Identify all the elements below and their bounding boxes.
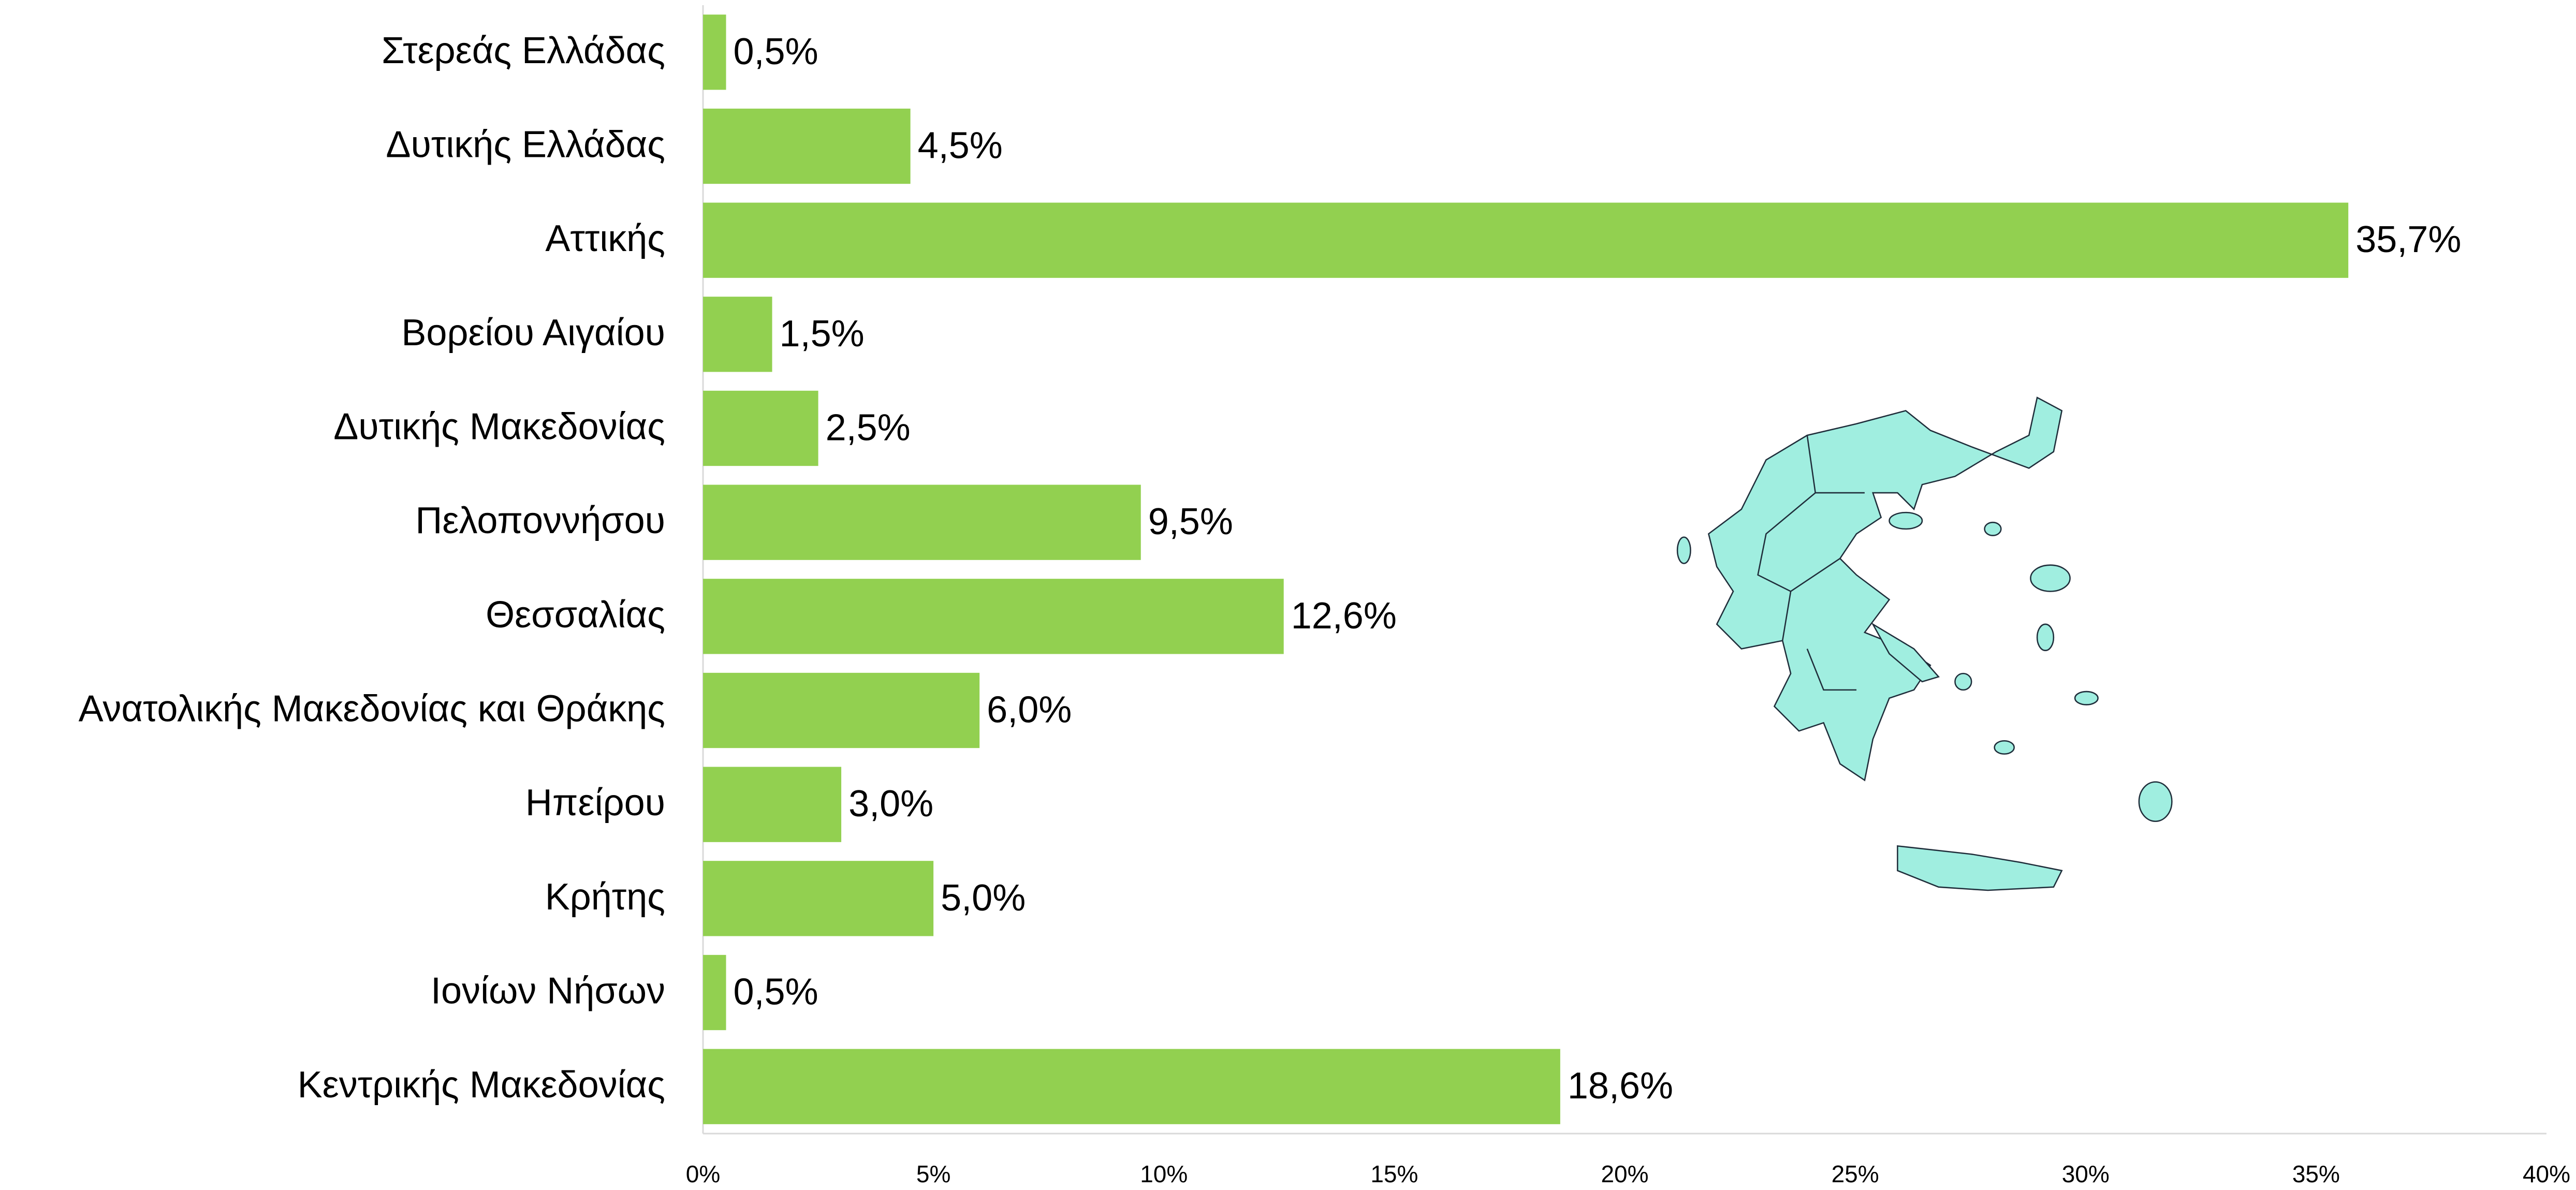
map-island — [1984, 521, 2002, 536]
map-island — [1676, 536, 1691, 564]
y-tick-label: Ιονίων Νήσων — [431, 971, 665, 1012]
data-label: 18,6% — [1568, 1065, 1673, 1107]
y-tick-label: Στερεάς Ελλάδας — [382, 30, 665, 71]
map-mainland — [1708, 396, 2063, 782]
map-region-borders — [1757, 435, 1865, 691]
x-tick-label: 5% — [916, 1160, 950, 1187]
data-label: 12,6% — [1291, 595, 1397, 637]
bar — [703, 767, 842, 842]
data-label: 4,5% — [918, 125, 1003, 167]
map — [1676, 396, 2173, 891]
map-island — [1889, 511, 1923, 530]
y-tick-label: Κρήτης — [545, 876, 665, 918]
x-tick-label: 15% — [1370, 1160, 1418, 1187]
map-euboea — [1871, 622, 1940, 683]
y-tick-label: Πελοποννήσου — [415, 500, 665, 541]
y-tick-label: Δυτικής Ελλάδας — [386, 124, 665, 166]
data-label: 3,0% — [848, 783, 933, 825]
data-label: 9,5% — [1148, 501, 1233, 542]
map-island — [2138, 781, 2173, 822]
data-label: 2,5% — [826, 407, 911, 449]
map-island — [2074, 691, 2099, 706]
data-label: 35,7% — [2355, 219, 2461, 260]
data-label: 6,0% — [987, 689, 1072, 731]
map-island — [2030, 564, 2071, 592]
bar — [703, 108, 911, 184]
bar — [703, 861, 934, 936]
bar — [703, 202, 2349, 278]
x-tick-label: 0% — [686, 1160, 720, 1187]
map-island — [2036, 623, 2055, 651]
bar — [703, 672, 980, 748]
map-island — [1994, 740, 2015, 755]
bar — [703, 390, 818, 466]
y-tick-label: Ανατολικής Μακεδονίας και Θράκης — [79, 688, 665, 730]
bar — [703, 954, 726, 1031]
data-label: 0,5% — [734, 972, 818, 1013]
x-tick-label: 35% — [2292, 1160, 2340, 1187]
data-label: 0,5% — [734, 31, 818, 72]
y-tick-label: Κεντρικής Μακεδονίας — [298, 1064, 665, 1106]
map-crete — [1897, 845, 2063, 891]
data-label: 1,5% — [780, 313, 865, 355]
y-tick-label: Θεσσαλίας — [486, 594, 665, 636]
x-tick-label: 40% — [2523, 1160, 2570, 1187]
bar — [703, 484, 1141, 560]
bar — [703, 297, 772, 372]
map-island — [1954, 672, 1972, 691]
bar — [703, 1049, 1560, 1124]
x-tick-label: 20% — [1601, 1160, 1648, 1187]
bar — [703, 579, 1284, 654]
bar — [703, 14, 726, 90]
y-tick-label: Αττικής — [545, 218, 665, 259]
y-tick-label: Βορείου Αιγαίου — [401, 312, 665, 354]
data-label: 5,0% — [941, 877, 1026, 919]
x-tick-label: 10% — [1140, 1160, 1188, 1187]
x-tick-label: 30% — [2062, 1160, 2110, 1187]
y-tick-label: Ηπείρου — [525, 782, 665, 824]
x-tick-label: 25% — [1832, 1160, 1879, 1187]
y-tick-label: Δυτικής Μακεδονίας — [333, 406, 665, 448]
